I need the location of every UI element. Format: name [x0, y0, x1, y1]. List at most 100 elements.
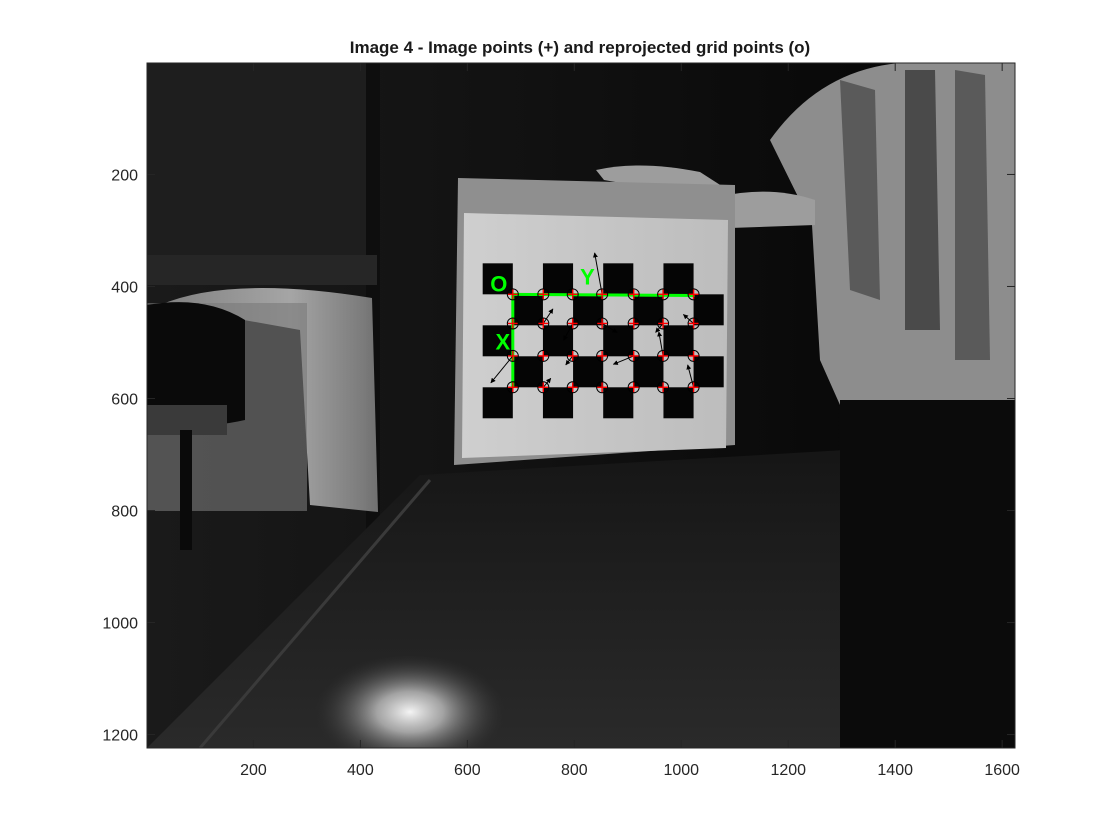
- grid-point: [566, 381, 579, 394]
- error-arrow: [601, 323, 618, 333]
- reprojected-point-marker: [537, 288, 550, 301]
- error-arrow: [542, 308, 554, 324]
- error-arrow: [657, 331, 664, 357]
- error-arrow: [686, 364, 695, 388]
- reprojected-point-marker: [506, 381, 519, 394]
- x-tick-label: 200: [240, 762, 267, 779]
- y-tick-label: 600: [111, 391, 138, 408]
- grid-point: [506, 381, 519, 394]
- grid-points: [506, 288, 700, 394]
- origin-label: O: [490, 271, 507, 296]
- reprojected-point-marker: [687, 381, 700, 394]
- y-axis-label: Y: [580, 264, 595, 289]
- reprojected-point-marker: [566, 349, 579, 362]
- checker-square: [512, 294, 543, 326]
- reprojected-point-marker: [657, 349, 670, 362]
- grid-point: [596, 349, 609, 362]
- grid-point: [506, 288, 519, 301]
- checker-square: [603, 387, 634, 419]
- reprojected-point-marker: [566, 317, 579, 330]
- grid-point: [537, 381, 550, 394]
- reprojected-point-marker: [537, 349, 550, 362]
- grid-point: [627, 317, 640, 330]
- axis-ticks: [147, 63, 1015, 748]
- grid-point: [537, 349, 550, 362]
- grid-point: [596, 317, 609, 330]
- error-arrow: [563, 323, 574, 341]
- checker-square: [663, 263, 694, 295]
- reprojected-point-marker: [596, 349, 609, 362]
- grid-point: [627, 381, 640, 394]
- x-axis-label: X: [495, 330, 510, 355]
- camera-image: [147, 63, 1015, 748]
- y-tick-label: 1200: [102, 728, 138, 745]
- checker-square: [663, 325, 694, 357]
- grid-point: [687, 349, 700, 362]
- reprojected-point-marker: [506, 288, 519, 301]
- error-arrow: [612, 355, 634, 365]
- grid-point: [657, 288, 670, 301]
- grid-point: [687, 288, 700, 301]
- checker-square: [603, 263, 634, 295]
- grid-point: [596, 288, 609, 301]
- checker-square: [512, 356, 543, 388]
- reprojected-point-marker: [687, 349, 700, 362]
- checker-square: [573, 356, 604, 388]
- grid-point: [506, 317, 519, 330]
- reprojected-point-marker: [596, 381, 609, 394]
- reprojected-point-marker: [506, 349, 519, 362]
- grid-point: [537, 288, 550, 301]
- grid-point: [506, 349, 519, 362]
- reprojected-point-marker: [687, 288, 700, 301]
- grid-point: [566, 288, 579, 301]
- axis-tick-labels: 200 400 600 800 1000 1200 1400 1600 200 400 600 800…: [102, 167, 1020, 779]
- checker-square: [542, 325, 574, 357]
- reprojected-point-marker: [657, 381, 670, 394]
- grid-point: [687, 317, 700, 330]
- y-tick-label: 400: [111, 279, 138, 296]
- calibration-overlay: O X Y: [490, 252, 700, 394]
- grid-point: [627, 288, 640, 301]
- reprojected-point-marker: [506, 317, 519, 330]
- checker-square: [482, 263, 513, 295]
- checker-square: [693, 294, 724, 326]
- grid-point: [566, 317, 579, 330]
- x-tick-label: 600: [454, 762, 481, 779]
- checker-square: [663, 387, 694, 419]
- reprojected-point-marker: [566, 381, 579, 394]
- grid-point: [627, 349, 640, 362]
- reprojected-point-marker: [596, 317, 609, 330]
- checker-square: [482, 325, 513, 357]
- x-tick-label: 1200: [770, 762, 806, 779]
- grid-point: [537, 317, 550, 330]
- reprojected-point-marker: [537, 381, 550, 394]
- y-tick-label: 200: [111, 167, 138, 184]
- checker-square: [693, 356, 724, 388]
- grid-point: [657, 317, 670, 330]
- reprojected-point-marker: [627, 349, 640, 362]
- x-tick-label: 1600: [984, 762, 1020, 779]
- grid-point: [566, 349, 579, 362]
- grid-point: [687, 381, 700, 394]
- reprojected-point-marker: [537, 317, 550, 330]
- reprojected-point-marker: [627, 317, 640, 330]
- reprojected-point-marker: [687, 317, 700, 330]
- checker-square: [542, 387, 574, 419]
- grid-point: [596, 381, 609, 394]
- x-tick-label: 400: [347, 762, 374, 779]
- reprojected-point-marker: [627, 381, 640, 394]
- error-arrow: [683, 314, 694, 324]
- grid-point: [657, 349, 670, 362]
- x-tick-label: 1400: [877, 762, 913, 779]
- error-arrow: [592, 252, 603, 295]
- grid-point: [657, 381, 670, 394]
- reprojected-point-marker: [657, 288, 670, 301]
- checker-square: [542, 263, 574, 295]
- x-tick-label: 1000: [663, 762, 699, 779]
- y-tick-label: 800: [111, 504, 138, 521]
- checker-square: [482, 387, 513, 419]
- y-tick-label: 1000: [102, 616, 138, 633]
- plot-area-frame: [146, 62, 1016, 749]
- reprojected-point-marker: [627, 288, 640, 301]
